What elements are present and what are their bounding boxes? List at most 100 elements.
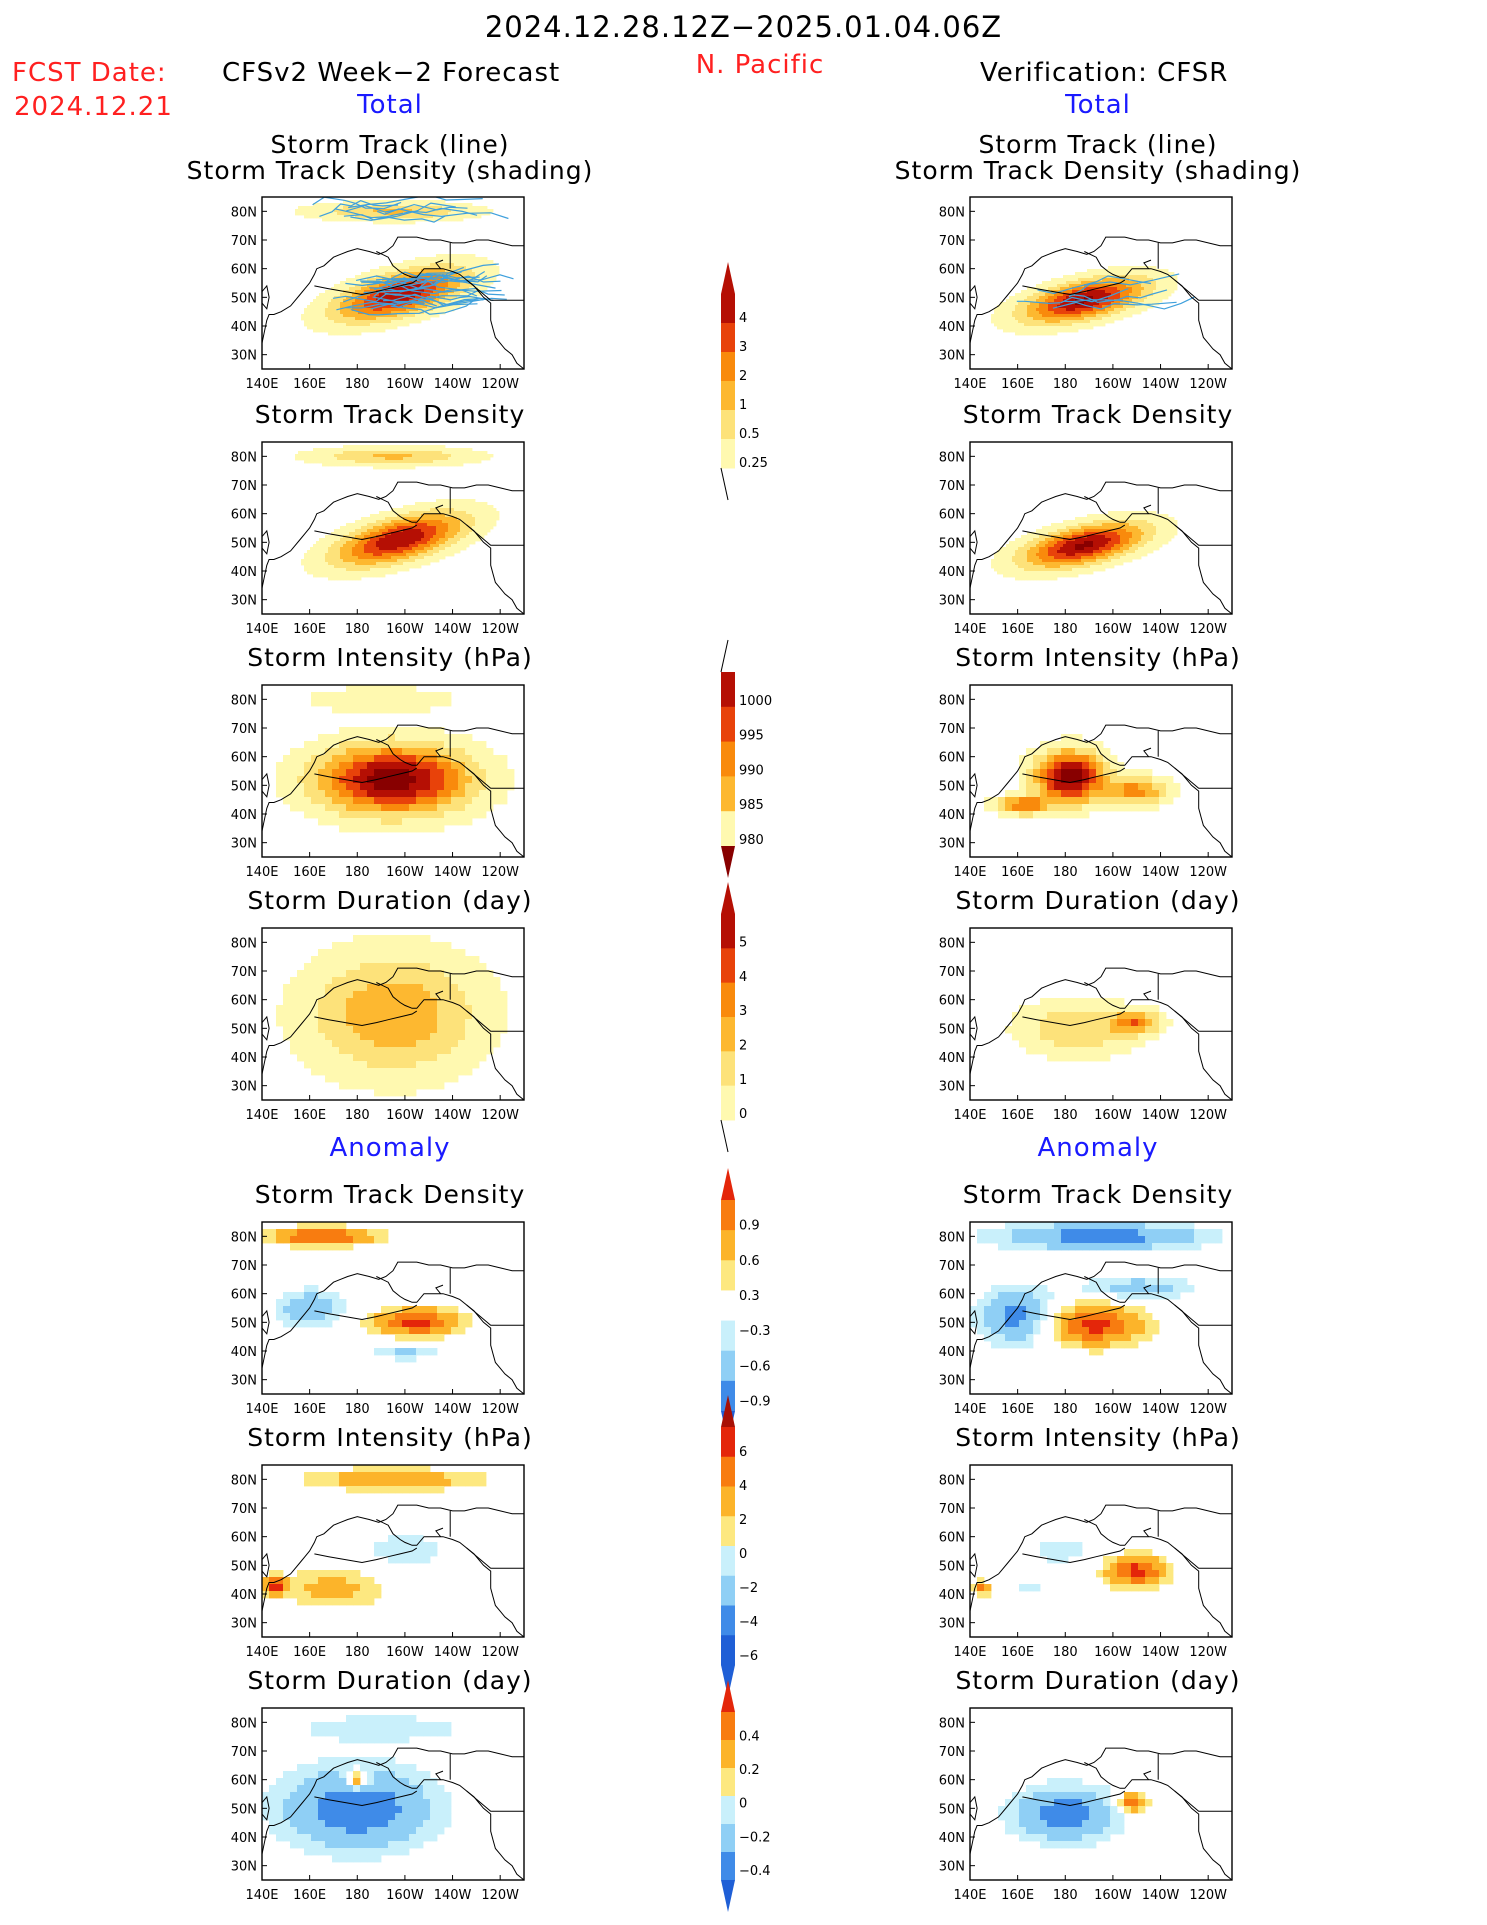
shading-cell (313, 553, 317, 557)
shading-cell (445, 296, 449, 300)
shading-cell (379, 329, 383, 333)
shading-cell (437, 692, 445, 700)
shading-cell (283, 1785, 291, 1793)
fcst-track-line-title: Storm Track (line) (270, 130, 510, 159)
shading-cell (381, 1486, 389, 1494)
shading-cell (358, 206, 362, 210)
lon-tick-label: 120W (481, 1645, 519, 1660)
shading-cell (346, 463, 350, 467)
shading-cell (325, 448, 329, 452)
shading-cell (402, 1486, 410, 1494)
shading-cell (486, 977, 494, 985)
shading-cell (381, 1306, 389, 1314)
shading-cell (304, 568, 308, 572)
shading-cell (423, 776, 431, 784)
lat-tick-label: 30N (231, 349, 257, 364)
shading-cell (301, 212, 305, 216)
shading-cell (430, 1472, 438, 1480)
shading-cell (346, 544, 350, 548)
shading-cell (311, 1729, 319, 1737)
shading-cell (352, 463, 356, 467)
shading-cell (479, 1479, 487, 1487)
shading-cell (349, 320, 353, 324)
shading-cell (379, 311, 383, 315)
shading-cell (328, 562, 332, 566)
shading-cell (318, 1813, 326, 1821)
shading-cell (381, 1542, 389, 1550)
shading-cell (381, 797, 389, 805)
shading-cell (337, 215, 341, 219)
shading-cell (367, 535, 371, 539)
shading-cell (311, 1285, 319, 1293)
shading-cell (403, 547, 407, 551)
shading-cell (355, 284, 359, 288)
shading-cell (472, 514, 476, 518)
shading-cell (475, 520, 479, 524)
shading-cell (349, 448, 353, 452)
shading-cell (381, 755, 389, 763)
shading-cell (486, 991, 494, 999)
shading-cell (409, 206, 413, 210)
shading-cell (478, 272, 482, 276)
shading-cell (297, 1299, 305, 1307)
shading-cell (346, 1075, 354, 1083)
shading-cell (402, 1313, 410, 1321)
shading-cell (297, 1026, 305, 1034)
shading-cell (332, 1236, 340, 1244)
shading-cell (382, 209, 386, 213)
shading-cell (360, 1229, 368, 1237)
shading-cell (400, 520, 404, 524)
shading-cell (395, 748, 403, 756)
shading-cell (358, 565, 362, 569)
shading-cell (325, 1827, 333, 1835)
shading-cell (316, 451, 320, 455)
shading-cell (486, 783, 494, 791)
shading-cell (430, 1334, 438, 1342)
shading-cell (340, 526, 344, 530)
shading-cell (469, 209, 473, 213)
shading-cell (430, 1005, 438, 1013)
shading-cell (460, 544, 464, 548)
shading-cell (493, 998, 501, 1006)
shading-cell (313, 326, 317, 330)
shading-cell (403, 553, 407, 557)
shading-cell (465, 741, 473, 749)
shading-cell (318, 1834, 326, 1842)
shading-cell (430, 215, 434, 219)
shading-cell (370, 553, 374, 557)
shading-cell (360, 1785, 368, 1793)
shading-cell (430, 811, 438, 819)
shading-cell (340, 451, 344, 455)
shading-cell (370, 269, 374, 273)
shading-cell (361, 215, 365, 219)
shading-cell (388, 517, 392, 521)
shading-cell (437, 1075, 445, 1083)
shading-cell (311, 1243, 319, 1251)
shading-cell (367, 783, 375, 791)
shading-cell (331, 541, 335, 545)
shading-cell (406, 275, 410, 279)
shading-cell (493, 762, 501, 770)
shading-cell (397, 308, 401, 312)
shading-cell (290, 1799, 298, 1807)
shading-cell (451, 296, 455, 300)
shading-cell (318, 1472, 326, 1480)
shading-cell (388, 305, 392, 309)
shading-cell (353, 935, 361, 943)
shading-cell (353, 1047, 361, 1055)
shading-cell (457, 266, 461, 270)
shading-cell (409, 1026, 417, 1034)
shading-cell (358, 287, 362, 291)
shading-cell (318, 797, 326, 805)
shading-cell (304, 1771, 312, 1779)
shading-cell (319, 460, 323, 464)
shading-cell (355, 296, 359, 300)
shading-cell (481, 260, 485, 264)
shading-cell (421, 505, 425, 509)
shading-cell (409, 1465, 417, 1473)
shading-cell (388, 1320, 396, 1328)
shading-cell (465, 963, 473, 971)
shading-cell (367, 1841, 375, 1849)
shading-cell (458, 998, 466, 1006)
shading-cell (500, 1019, 508, 1027)
